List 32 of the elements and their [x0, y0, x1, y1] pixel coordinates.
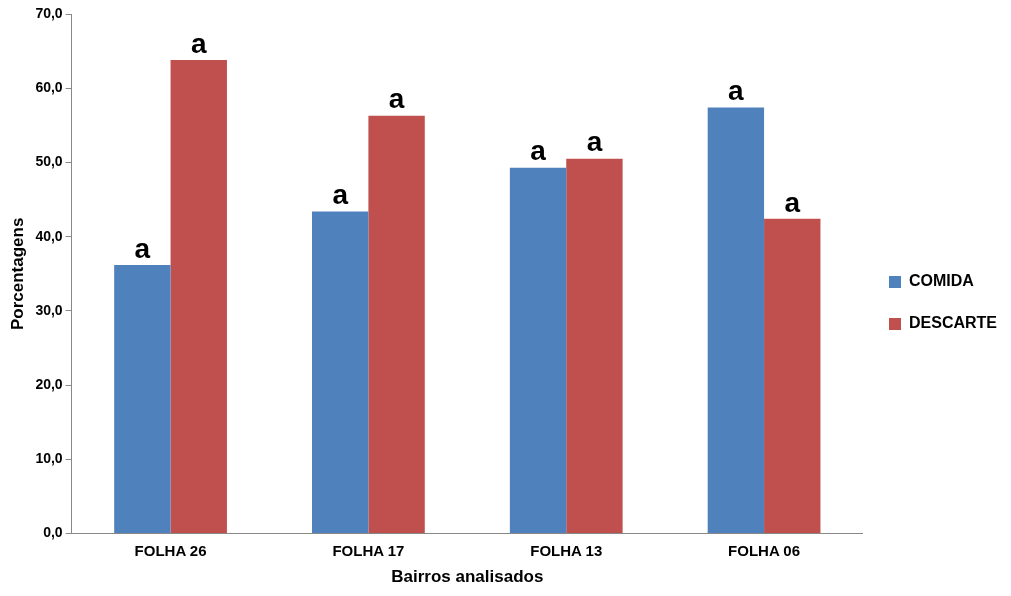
y-tick-label: 50,0: [35, 153, 63, 170]
data-label: a: [728, 75, 745, 107]
x-tick-label: FOLHA 17: [332, 541, 405, 559]
bar: [368, 115, 425, 534]
data-label: a: [530, 135, 547, 167]
bar: [312, 211, 369, 534]
data-label: a: [388, 83, 405, 115]
y-tick-label: 40,0: [35, 227, 63, 244]
y-tick-label: 20,0: [35, 376, 63, 392]
data-label: a: [586, 126, 603, 158]
data-label: a: [134, 232, 151, 264]
x-tick-label: FOLHA 06: [728, 541, 801, 559]
y-tick-label: 60,0: [35, 79, 63, 96]
bar: [170, 60, 227, 534]
legend-label: DESCARTE: [908, 314, 998, 332]
bar: [114, 264, 171, 534]
y-tick-label: 10,0: [35, 450, 63, 467]
y-tick-label: 70,0: [35, 4, 63, 21]
x-tick-label: FOLHA 13: [530, 541, 603, 559]
bar: [566, 158, 623, 534]
y-tick-label: 30,0: [35, 301, 63, 318]
legend-label: COMIDA: [908, 272, 975, 290]
x-tick-label: FOLHA 26: [134, 541, 207, 559]
data-label: a: [332, 179, 349, 211]
bar: [764, 218, 821, 534]
bar: [509, 167, 567, 534]
x-axis-title: Bairros analisados: [391, 567, 544, 587]
data-label: a: [784, 186, 801, 218]
y-tick-label: 0,0: [43, 524, 63, 541]
data-label: a: [190, 27, 207, 59]
y-axis-title: Porcentagens: [7, 217, 27, 331]
bar: [707, 107, 765, 534]
